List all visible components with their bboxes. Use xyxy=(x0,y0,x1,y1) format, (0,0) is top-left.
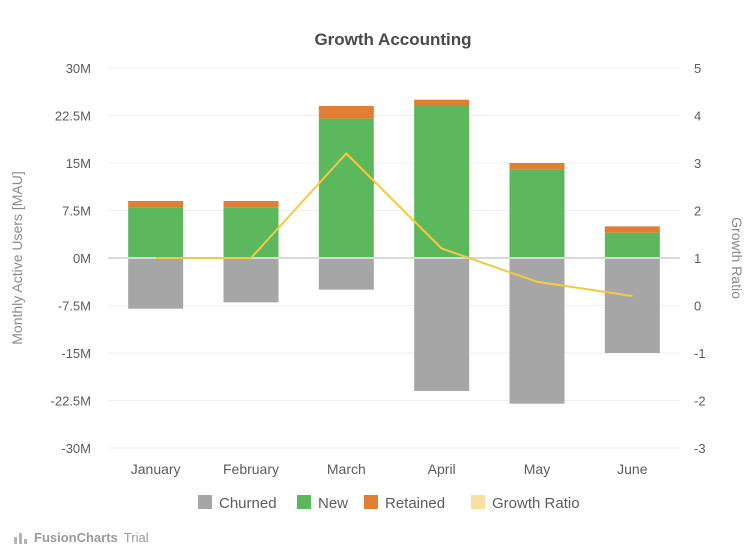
legend-swatch-churned xyxy=(198,495,212,509)
y2-tick-label: 1 xyxy=(694,251,701,266)
watermark: FusionCharts Trial xyxy=(14,530,149,544)
new-bar xyxy=(414,106,470,258)
fusioncharts-logo-icon xyxy=(14,532,27,544)
legend-label-new: New xyxy=(318,495,348,512)
y2-tick-label: -1 xyxy=(694,346,706,361)
x-category-label: March xyxy=(327,461,366,477)
y-tick-label: -30M xyxy=(61,441,91,456)
growth-ratio-line-group xyxy=(155,152,633,297)
y-tick-label: 22.5M xyxy=(55,109,91,124)
churned-bar xyxy=(318,258,374,290)
y-axis-ticks: 30M 22.5M 15M 7.5M 0M -7.5M -15M -22.5M -30M xyxy=(51,61,91,456)
y-tick-label: -7.5M xyxy=(58,299,91,314)
churned-bar xyxy=(509,258,565,404)
new-bar xyxy=(604,232,660,258)
new-bar xyxy=(128,207,184,258)
legend-label-churned: Churned xyxy=(219,495,277,512)
y2-tick-label: 3 xyxy=(694,156,701,171)
new-bar xyxy=(223,207,279,258)
x-category-label: January xyxy=(131,461,181,477)
legend-label-retained: Retained xyxy=(385,495,445,512)
y2-tick-label: -2 xyxy=(694,394,706,409)
retained-bar xyxy=(318,106,374,119)
x-category-label: June xyxy=(617,461,648,477)
y2-tick-label: -3 xyxy=(694,441,706,456)
retained-bar xyxy=(604,226,660,233)
new-bar xyxy=(509,169,565,258)
churned-bar xyxy=(128,258,184,309)
y-tick-label: 0M xyxy=(73,251,91,266)
retained-bar xyxy=(509,163,565,170)
x-category-label: February xyxy=(223,461,279,477)
y-tick-label: 15M xyxy=(66,156,91,171)
x-axis-categories: January February March April May June xyxy=(131,461,648,477)
y-tick-label: -22.5M xyxy=(51,394,91,409)
y2-tick-label: 0 xyxy=(694,299,701,314)
legend-swatch-retained xyxy=(364,495,378,509)
growth-ratio-line xyxy=(155,152,633,297)
y-tick-label: -15M xyxy=(61,346,91,361)
retained-bar xyxy=(414,99,470,106)
y-tick-label: 7.5M xyxy=(62,204,91,219)
y2-tick-label: 5 xyxy=(694,61,701,76)
retained-bar xyxy=(128,201,184,208)
y-tick-label: 30M xyxy=(66,61,91,76)
watermark-trial: Trial xyxy=(123,530,149,544)
x-category-label: April xyxy=(428,461,456,477)
legend: Churned New Retained Growth Ratio xyxy=(198,495,580,512)
churned-bar xyxy=(414,258,470,391)
watermark-brand: FusionCharts xyxy=(34,530,118,544)
legend-swatch-growth-ratio xyxy=(471,495,485,509)
y2-axis-ticks: 5 4 3 2 1 0 -1 -2 -3 xyxy=(694,61,706,456)
y2-axis-title: Growth Ratio xyxy=(729,217,745,299)
y-axis-title: Monthly Active Users [MAU] xyxy=(9,171,25,345)
legend-swatch-new xyxy=(297,495,311,509)
bars xyxy=(128,99,660,404)
x-category-label: May xyxy=(524,461,550,477)
legend-label-growth-ratio: Growth Ratio xyxy=(492,495,580,512)
churned-bar xyxy=(604,258,660,353)
retained-bar xyxy=(223,201,279,208)
y2-tick-label: 2 xyxy=(694,204,701,219)
new-bar xyxy=(318,118,374,259)
churned-bar xyxy=(223,258,279,303)
chart-title: Growth Accounting xyxy=(314,30,471,49)
y2-tick-label: 4 xyxy=(694,109,701,124)
